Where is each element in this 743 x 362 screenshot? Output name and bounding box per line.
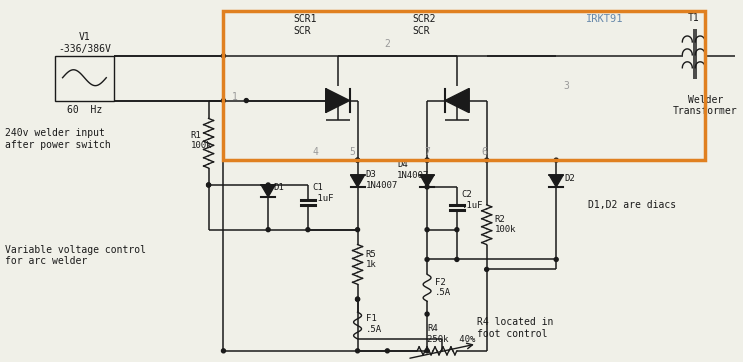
Circle shape <box>356 228 360 232</box>
Circle shape <box>221 98 225 102</box>
Text: R4 located in
foot control: R4 located in foot control <box>477 317 553 339</box>
Text: C2
.1uF: C2 .1uF <box>462 190 484 210</box>
Polygon shape <box>445 89 469 113</box>
Circle shape <box>244 98 248 102</box>
Text: Welder
Transformer: Welder Transformer <box>673 95 738 116</box>
Text: D2: D2 <box>564 173 575 182</box>
Circle shape <box>207 183 210 187</box>
Circle shape <box>266 228 270 232</box>
Text: R1
100k: R1 100k <box>191 131 212 150</box>
Text: R4
250k  40%: R4 250k 40% <box>427 324 476 344</box>
Circle shape <box>356 158 360 162</box>
Circle shape <box>554 158 558 162</box>
Polygon shape <box>549 175 563 187</box>
Circle shape <box>306 228 310 232</box>
Circle shape <box>356 297 360 301</box>
Circle shape <box>221 54 225 58</box>
Circle shape <box>425 185 429 189</box>
Circle shape <box>207 183 210 187</box>
Polygon shape <box>325 89 350 113</box>
Text: 5: 5 <box>350 147 356 157</box>
Circle shape <box>425 158 429 162</box>
Text: C1
.1uF: C1 .1uF <box>313 183 334 203</box>
Text: SCR1: SCR1 <box>293 14 317 24</box>
Text: V1
-336/386V: V1 -336/386V <box>58 32 111 54</box>
Text: R5
1k: R5 1k <box>366 250 376 269</box>
Circle shape <box>455 228 459 232</box>
Circle shape <box>484 158 489 162</box>
Circle shape <box>356 158 360 162</box>
Polygon shape <box>351 175 365 187</box>
Circle shape <box>266 183 270 187</box>
Text: D1,D2 are diacs: D1,D2 are diacs <box>588 200 676 210</box>
Text: 1: 1 <box>232 92 237 102</box>
Text: 3: 3 <box>563 81 569 90</box>
Text: 60  Hz: 60 Hz <box>67 105 102 115</box>
Circle shape <box>455 257 459 261</box>
Circle shape <box>554 257 558 261</box>
Circle shape <box>356 297 360 301</box>
Circle shape <box>386 349 389 353</box>
Text: 2: 2 <box>384 39 390 49</box>
Circle shape <box>425 257 429 261</box>
Text: R2
100k: R2 100k <box>495 215 516 235</box>
Circle shape <box>484 268 489 272</box>
Text: 4: 4 <box>313 147 319 157</box>
Polygon shape <box>420 175 434 187</box>
Text: 6: 6 <box>481 147 487 157</box>
Bar <box>224 11 705 160</box>
Text: T1: T1 <box>687 13 699 23</box>
Text: 240v welder input
after power switch: 240v welder input after power switch <box>5 129 111 150</box>
Text: D3
1N4007: D3 1N4007 <box>366 170 398 190</box>
Text: Variable voltage control
for arc welder: Variable voltage control for arc welder <box>5 245 146 266</box>
Text: SCR2: SCR2 <box>412 14 435 24</box>
Text: D4
1N4007: D4 1N4007 <box>398 160 429 180</box>
Circle shape <box>356 349 360 353</box>
Bar <box>55 56 114 101</box>
Polygon shape <box>262 185 275 197</box>
Circle shape <box>221 349 225 353</box>
Text: IRKT91: IRKT91 <box>586 14 623 24</box>
Circle shape <box>425 228 429 232</box>
Text: F1
.5A: F1 .5A <box>366 314 382 334</box>
Circle shape <box>425 349 429 353</box>
Circle shape <box>425 312 429 316</box>
Text: 7: 7 <box>424 147 430 157</box>
Text: F2
.5A: F2 .5A <box>435 278 451 297</box>
Circle shape <box>425 158 429 162</box>
Text: D1: D1 <box>273 184 284 193</box>
Text: SCR: SCR <box>293 26 311 36</box>
Text: SCR: SCR <box>412 26 429 36</box>
